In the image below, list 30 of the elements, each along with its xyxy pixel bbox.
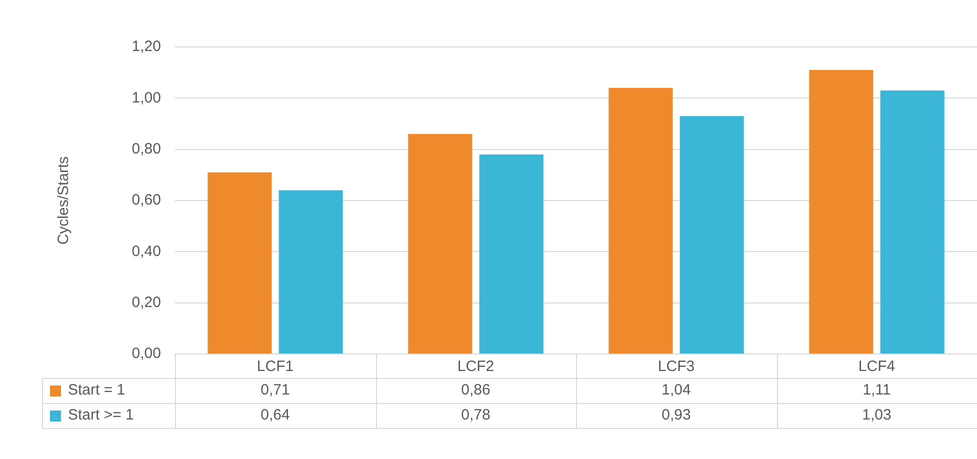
data-label: 0,64	[260, 406, 290, 424]
legend-label: Start = 1	[68, 382, 126, 399]
y-tick-label: 0,00	[132, 345, 161, 362]
bar	[208, 172, 272, 354]
data-label: 0,71	[260, 382, 290, 399]
data-label: 1,03	[862, 406, 892, 424]
bar	[809, 70, 874, 354]
bar	[608, 88, 673, 354]
y-axis-title: Cycles/Starts	[55, 156, 72, 245]
y-tick-label: 0,60	[132, 192, 161, 209]
x-tick-label: LCF2	[457, 358, 494, 376]
y-tick-label: 0,80	[132, 140, 161, 158]
y-tick-label: 0,40	[132, 242, 161, 260]
bar	[680, 116, 744, 354]
data-label: 1,11	[862, 382, 891, 399]
x-tick-label: LCF3	[658, 358, 695, 376]
y-tick-label: 1,00	[132, 89, 161, 106]
bar	[278, 190, 343, 354]
x-tick-label: LCF4	[858, 358, 896, 376]
data-label: 0,93	[662, 406, 691, 424]
data-label: 1,04	[662, 382, 691, 399]
bar	[408, 134, 472, 354]
legend-label: Start >= 1	[68, 406, 134, 424]
bar	[479, 154, 544, 354]
y-tick-label: 1,20	[132, 38, 161, 56]
x-tick-label: LCF1	[256, 358, 294, 376]
data-label: 0,78	[461, 406, 490, 424]
y-tick-label: 0,20	[132, 294, 161, 311]
data-label: 0,86	[461, 382, 490, 399]
bar	[880, 90, 944, 354]
